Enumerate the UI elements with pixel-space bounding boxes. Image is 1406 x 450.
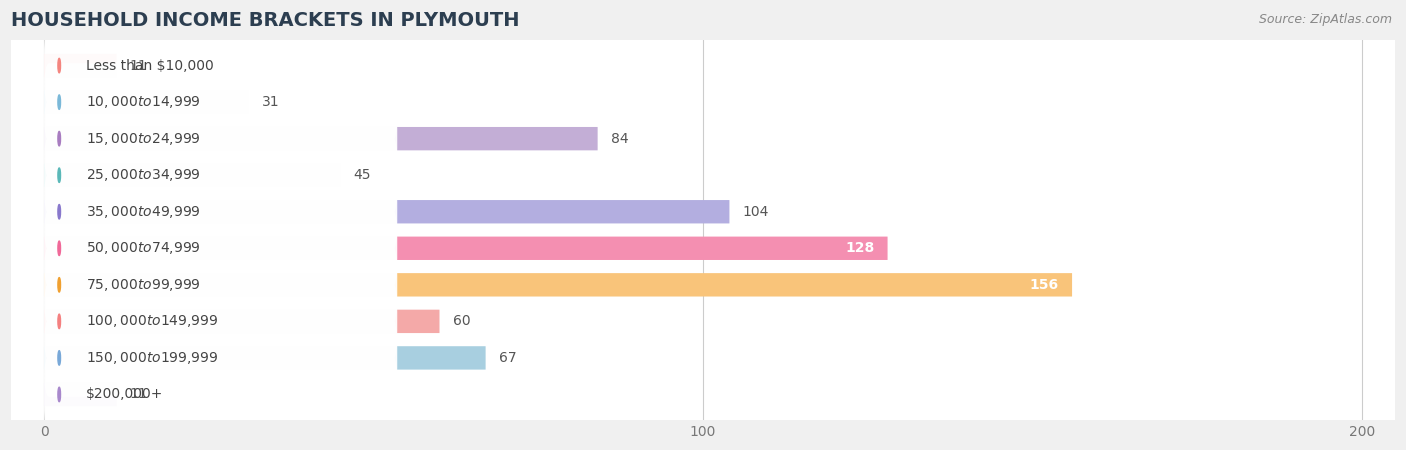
Text: $100,000 to $149,999: $100,000 to $149,999: [86, 313, 218, 329]
Circle shape: [58, 241, 60, 256]
FancyBboxPatch shape: [8, 29, 1398, 102]
FancyBboxPatch shape: [8, 175, 1398, 248]
Text: 31: 31: [262, 95, 280, 109]
FancyBboxPatch shape: [44, 319, 398, 397]
Text: 11: 11: [129, 387, 148, 401]
FancyBboxPatch shape: [44, 209, 398, 287]
Text: Less than $10,000: Less than $10,000: [86, 58, 214, 72]
Text: 45: 45: [354, 168, 371, 182]
Text: 11: 11: [129, 58, 148, 72]
Circle shape: [58, 95, 60, 109]
FancyBboxPatch shape: [44, 127, 598, 150]
Circle shape: [58, 278, 60, 292]
FancyBboxPatch shape: [44, 246, 398, 324]
FancyBboxPatch shape: [8, 66, 1398, 139]
FancyBboxPatch shape: [44, 54, 117, 77]
FancyBboxPatch shape: [44, 200, 730, 224]
Text: 128: 128: [845, 241, 875, 255]
Text: 156: 156: [1029, 278, 1059, 292]
FancyBboxPatch shape: [44, 63, 398, 141]
Circle shape: [58, 58, 60, 73]
Text: $150,000 to $199,999: $150,000 to $199,999: [86, 350, 218, 366]
Circle shape: [58, 314, 60, 328]
Text: $35,000 to $49,999: $35,000 to $49,999: [86, 204, 200, 220]
FancyBboxPatch shape: [44, 136, 398, 214]
FancyBboxPatch shape: [44, 90, 249, 114]
FancyBboxPatch shape: [8, 212, 1398, 285]
FancyBboxPatch shape: [8, 248, 1398, 321]
FancyBboxPatch shape: [44, 346, 485, 369]
Circle shape: [58, 168, 60, 182]
FancyBboxPatch shape: [44, 273, 1071, 297]
FancyBboxPatch shape: [44, 173, 398, 251]
Text: 60: 60: [453, 315, 470, 328]
FancyBboxPatch shape: [44, 356, 398, 433]
FancyBboxPatch shape: [8, 285, 1398, 358]
FancyBboxPatch shape: [44, 100, 398, 177]
FancyBboxPatch shape: [8, 321, 1398, 395]
Circle shape: [58, 351, 60, 365]
FancyBboxPatch shape: [8, 358, 1398, 431]
FancyBboxPatch shape: [44, 27, 398, 104]
FancyBboxPatch shape: [44, 310, 440, 333]
Circle shape: [58, 131, 60, 146]
FancyBboxPatch shape: [8, 102, 1398, 175]
Circle shape: [58, 387, 60, 402]
FancyBboxPatch shape: [8, 139, 1398, 212]
Text: $15,000 to $24,999: $15,000 to $24,999: [86, 130, 200, 147]
Text: $200,000+: $200,000+: [86, 387, 163, 401]
Text: 104: 104: [742, 205, 769, 219]
Text: Source: ZipAtlas.com: Source: ZipAtlas.com: [1258, 14, 1392, 27]
FancyBboxPatch shape: [44, 163, 340, 187]
Circle shape: [58, 204, 60, 219]
FancyBboxPatch shape: [44, 237, 887, 260]
Text: $75,000 to $99,999: $75,000 to $99,999: [86, 277, 200, 293]
Text: 84: 84: [610, 132, 628, 146]
FancyBboxPatch shape: [44, 383, 117, 406]
Text: 67: 67: [499, 351, 516, 365]
Text: $50,000 to $74,999: $50,000 to $74,999: [86, 240, 200, 256]
Text: HOUSEHOLD INCOME BRACKETS IN PLYMOUTH: HOUSEHOLD INCOME BRACKETS IN PLYMOUTH: [11, 11, 520, 30]
FancyBboxPatch shape: [44, 283, 398, 360]
Text: $10,000 to $14,999: $10,000 to $14,999: [86, 94, 200, 110]
Text: $25,000 to $34,999: $25,000 to $34,999: [86, 167, 200, 183]
